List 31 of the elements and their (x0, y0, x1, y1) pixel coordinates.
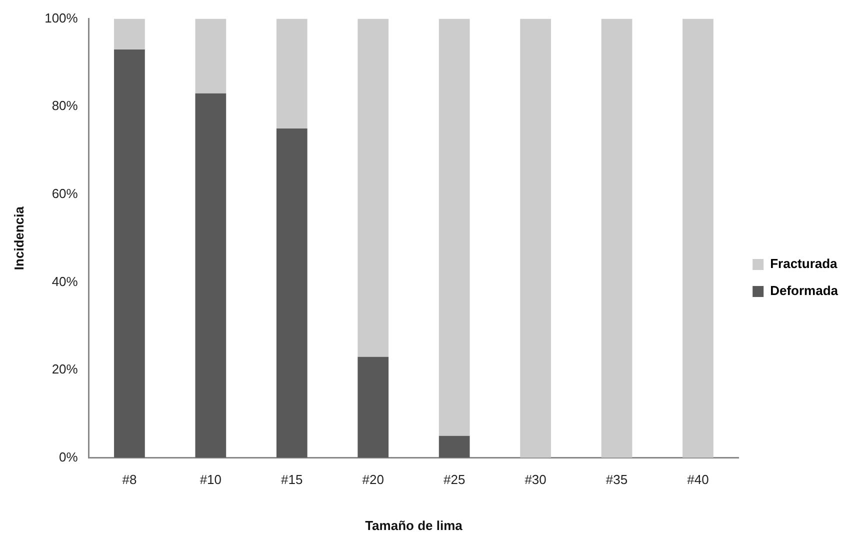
x-tick-label: #8 (122, 472, 137, 488)
bar (358, 18, 389, 357)
bar (114, 50, 145, 458)
bar (438, 18, 470, 436)
x-tick-label: #30 (524, 472, 546, 488)
legend-label: Deformada (770, 283, 839, 298)
legend-label: Fracturada (770, 256, 838, 272)
y-axis-title: Incidencia (11, 206, 26, 270)
y-tick-label: 100% (44, 10, 78, 26)
bar (195, 18, 226, 94)
y-tick-label: 20% (52, 362, 78, 377)
x-axis-title: Tamaño de lima (365, 518, 464, 533)
y-tick-label: 60% (52, 186, 78, 201)
y-tick-label: 40% (52, 274, 78, 289)
x-tick-label: #40 (687, 472, 709, 488)
x-tick-label: #20 (362, 472, 384, 488)
x-tick-label: #35 (606, 472, 628, 488)
y-tick-label: 0% (59, 449, 78, 464)
bar (358, 356, 389, 458)
bar (276, 128, 308, 458)
x-tick-label: #25 (443, 472, 466, 488)
bar (682, 18, 714, 458)
bar (601, 18, 632, 458)
bar (114, 18, 145, 50)
bar (276, 18, 308, 129)
bar (438, 436, 470, 458)
bar (195, 93, 226, 458)
x-tick-label: #15 (281, 472, 303, 488)
y-tick-label: 80% (52, 98, 78, 114)
bar (520, 18, 551, 458)
x-tick-label: #10 (200, 472, 222, 488)
